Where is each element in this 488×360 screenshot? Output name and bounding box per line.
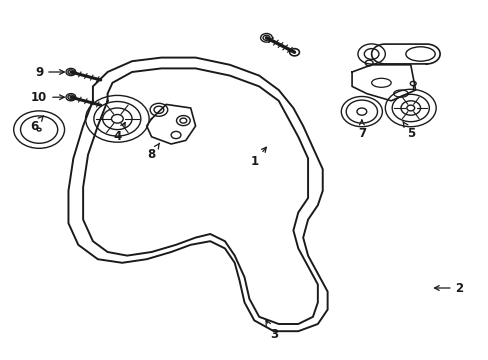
- Text: 5: 5: [402, 122, 414, 140]
- Text: 2: 2: [434, 282, 463, 294]
- Text: 8: 8: [147, 143, 159, 161]
- Text: 1: 1: [250, 147, 266, 168]
- Text: 10: 10: [31, 91, 64, 104]
- Text: 9: 9: [35, 66, 64, 78]
- Text: 3: 3: [265, 320, 277, 341]
- Text: 6: 6: [30, 116, 43, 132]
- Text: 4: 4: [113, 122, 125, 143]
- Text: 7: 7: [357, 120, 365, 140]
